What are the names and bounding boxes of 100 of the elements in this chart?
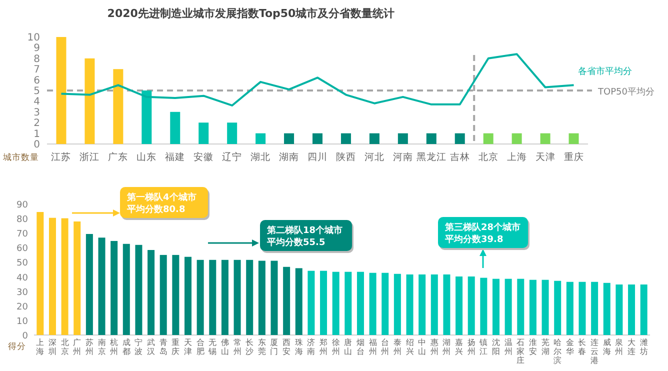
x-tick-label: 连云港	[590, 338, 599, 365]
x-tick-label: 深圳	[47, 338, 56, 356]
bar	[110, 240, 118, 335]
y-tick-label: 2	[34, 118, 40, 130]
bar	[529, 280, 536, 335]
x-tick-label: 东莞	[258, 338, 266, 356]
bar	[332, 272, 340, 335]
bar	[369, 133, 380, 144]
bar	[616, 284, 623, 335]
x-tick-label: 无锡	[208, 338, 217, 356]
bar	[591, 282, 598, 335]
bar	[356, 272, 364, 335]
x-tick-label: 珠海	[294, 338, 303, 356]
x-tick-label: 唐山	[344, 338, 352, 356]
y-tick-label: 90	[16, 200, 28, 210]
x-tick-label: 苏州	[85, 338, 94, 356]
x-tick-label: 郑州	[320, 338, 328, 356]
bar	[456, 276, 463, 335]
x-tick-label: 河南	[392, 151, 413, 163]
x-tick-label: 威海	[602, 338, 611, 356]
bar	[578, 282, 586, 335]
bar	[221, 260, 228, 335]
x-tick-label: 青岛	[159, 338, 168, 356]
bar	[308, 270, 315, 335]
x-tick-label: 厦门	[270, 338, 278, 356]
bar	[340, 133, 351, 144]
bar	[483, 133, 494, 144]
y-tick-label: 5	[34, 86, 40, 97]
bar	[246, 260, 254, 335]
bar	[122, 244, 130, 335]
x-tick-label: 扬州	[467, 338, 476, 356]
x-tick-label: 上海	[506, 151, 527, 163]
x-tick-label: 浙江	[80, 151, 100, 163]
bar	[227, 122, 238, 144]
bar	[540, 133, 550, 144]
x-tick-label: 合肥	[196, 338, 204, 356]
bar	[170, 112, 180, 144]
x-tick-label: 重庆	[172, 338, 180, 356]
annotation: 平均分数39.8	[444, 234, 504, 245]
x-tick-label: 湖北	[250, 151, 271, 163]
y-tick-label: 10	[16, 316, 28, 327]
x-tick-label: 天津	[535, 151, 556, 163]
bar	[142, 90, 152, 144]
x-tick-label: 芜湖	[541, 338, 550, 356]
x-tick-label: 淮安	[528, 338, 537, 356]
x-tick-label: 湖南	[279, 151, 300, 163]
x-tick-label: 天津	[184, 338, 192, 356]
x-tick-label: 绍兴	[406, 338, 414, 356]
x-tick-label: 上海	[36, 338, 44, 356]
x-tick-label: 四川	[308, 151, 328, 163]
x-tick-label: 河北	[364, 151, 384, 163]
x-tick-label: 北京	[478, 151, 498, 163]
x-tick-label: 宁波	[134, 338, 143, 356]
y-tick-label: 80	[16, 215, 28, 226]
bar	[398, 133, 408, 144]
x-tick-label: 泰州	[393, 338, 402, 356]
bar	[56, 37, 66, 144]
bar	[566, 282, 574, 335]
bar	[542, 280, 549, 335]
y-axis-title: 城市数量	[2, 152, 39, 163]
y-tick-label: 50	[16, 258, 28, 269]
x-tick-label: 镇江	[478, 338, 488, 356]
chart-title: 2020先进制造业城市发展指数Top50城市及分省数量统计	[107, 7, 395, 20]
bar	[468, 276, 475, 335]
bar	[369, 272, 376, 335]
x-tick-label: 金华	[566, 338, 574, 356]
line-series	[60, 53, 575, 106]
y-tick-label: 70	[16, 230, 28, 240]
y-tick-label: 4	[34, 96, 40, 108]
series-label: 各省市平均分	[578, 66, 632, 78]
x-tick-label: 黑龙江	[416, 151, 446, 163]
bar	[284, 133, 294, 144]
x-tick-label: 哈尔滨	[554, 338, 562, 365]
x-tick-label: 嘉兴	[455, 338, 464, 356]
bar	[160, 254, 167, 335]
bar	[198, 122, 209, 144]
x-tick-label: 成都	[122, 338, 130, 356]
x-tick-label: 吉林	[450, 151, 470, 163]
x-tick-label: 常州	[233, 338, 242, 356]
x-tick-label: 中山	[418, 338, 426, 356]
bar	[148, 250, 155, 335]
bar	[184, 256, 192, 335]
bar	[430, 274, 438, 335]
x-tick-label: 山东	[136, 151, 157, 163]
x-tick-label: 惠州	[429, 338, 438, 356]
annotation: 第三梯队28个城市	[444, 222, 521, 233]
y-tick-label: 10	[27, 32, 40, 44]
bar	[492, 278, 500, 335]
annotation: 第二梯队18个城市	[266, 225, 343, 236]
y-tick-label: 20	[16, 302, 28, 312]
x-tick-label: 陕西	[336, 151, 356, 163]
x-tick-label: 济南	[307, 338, 316, 356]
y-tick-label: 0	[22, 332, 28, 342]
ref-line-label: TOP50平均分	[597, 86, 654, 98]
bar	[113, 69, 124, 144]
x-tick-label: 湖州	[442, 338, 451, 356]
bar	[209, 260, 216, 335]
annotation: 平均分数80.8	[126, 204, 186, 215]
x-tick-label: 广州	[73, 338, 82, 356]
x-tick-label: 辽宁	[222, 151, 242, 163]
